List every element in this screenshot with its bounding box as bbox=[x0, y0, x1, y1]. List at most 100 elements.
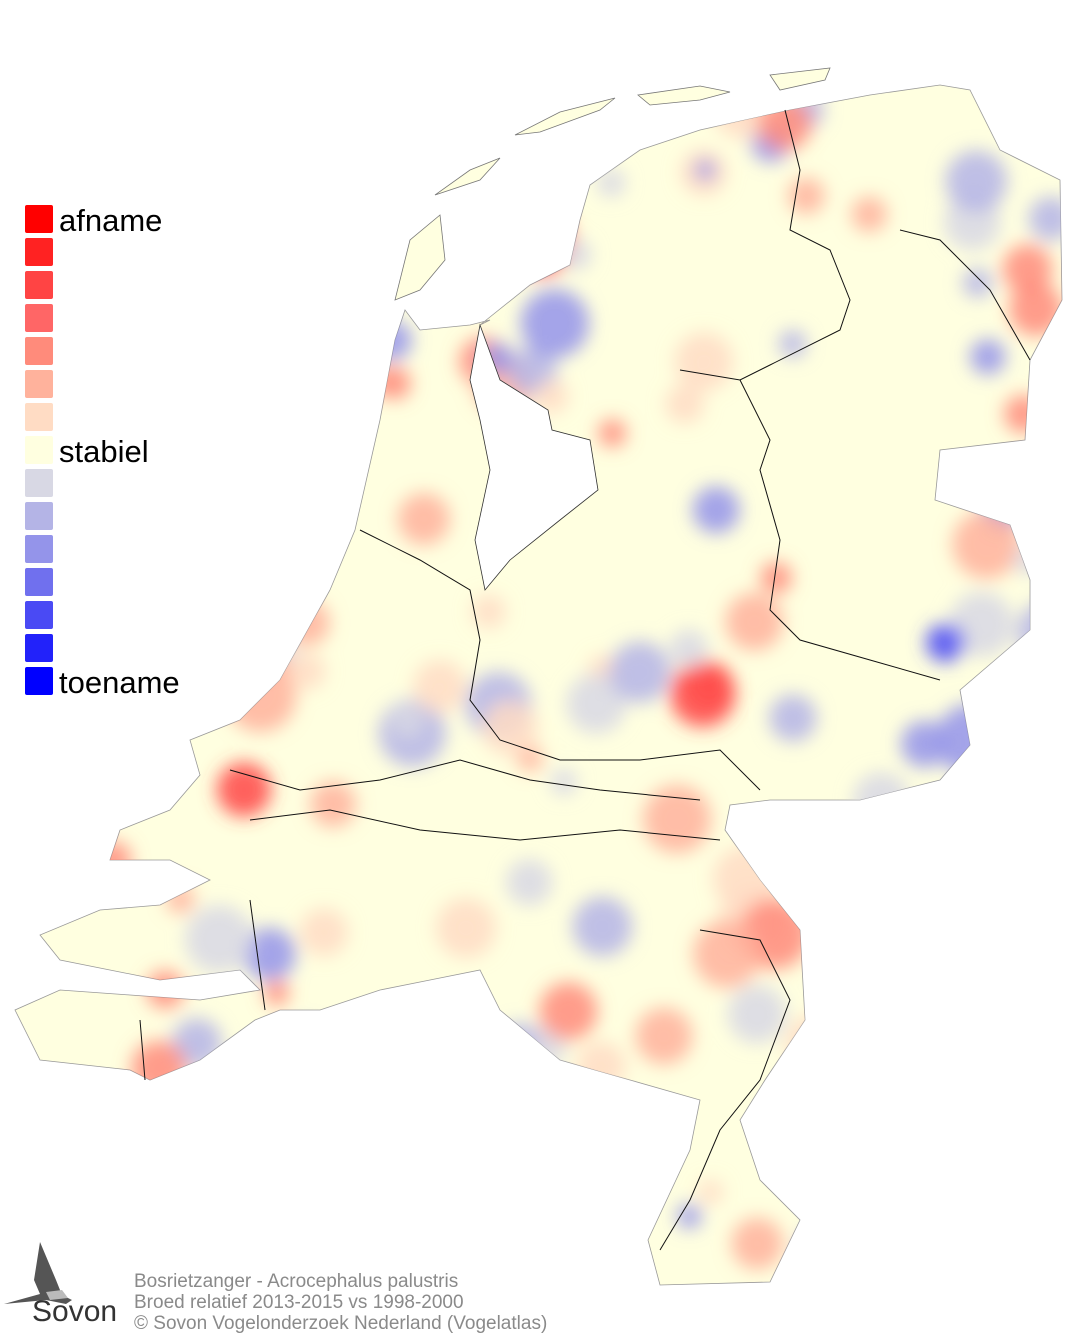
trend-blob bbox=[970, 982, 1012, 1024]
trend-blob bbox=[413, 660, 467, 713]
trend-blob bbox=[278, 232, 344, 298]
trend-blob bbox=[1035, 725, 1057, 748]
trend-blob bbox=[97, 598, 158, 659]
trend-blob bbox=[865, 1235, 899, 1269]
trend-blob bbox=[264, 980, 290, 1006]
trend-blob bbox=[258, 568, 294, 604]
island bbox=[769, 67, 831, 91]
trend-blob bbox=[216, 762, 272, 817]
legend-swatch bbox=[25, 403, 53, 431]
trend-blob bbox=[665, 384, 705, 424]
trend-blob bbox=[725, 592, 784, 651]
trend-blob bbox=[245, 1127, 291, 1173]
trend-blob bbox=[952, 815, 1023, 887]
trend-blob bbox=[698, 1179, 724, 1205]
trend-blob bbox=[18, 92, 51, 125]
trend-blob bbox=[951, 977, 980, 1006]
trend-blob bbox=[230, 264, 286, 320]
trend-blob bbox=[676, 1204, 702, 1229]
legend-swatch bbox=[25, 535, 53, 563]
trend-blob bbox=[374, 1218, 414, 1259]
trend-blob bbox=[695, 159, 716, 181]
trend-blob bbox=[795, 856, 823, 884]
border-line bbox=[679, 109, 851, 381]
trend-blob bbox=[131, 1040, 187, 1096]
ijsselmeer bbox=[469, 323, 599, 591]
trend-blob bbox=[954, 1091, 1014, 1151]
trend-blob bbox=[107, 471, 166, 530]
trend-blob bbox=[853, 772, 910, 829]
trend-blob bbox=[769, 694, 817, 742]
trend-blob bbox=[643, 785, 712, 854]
trend-blob bbox=[32, 712, 68, 747]
trend-blob bbox=[901, 1043, 927, 1069]
legend-label-afname: afname bbox=[59, 203, 163, 238]
trend-blob bbox=[539, 982, 598, 1041]
island bbox=[514, 97, 616, 136]
trend-blob bbox=[243, 927, 297, 981]
trend-blob bbox=[259, 513, 293, 547]
trend-blob bbox=[995, 85, 1035, 108]
trend-blob bbox=[1019, 1253, 1054, 1285]
trend-blob bbox=[190, 1084, 225, 1119]
trend-blob bbox=[430, 85, 494, 140]
trend-blob bbox=[609, 641, 671, 703]
trend-blob bbox=[952, 510, 1021, 579]
trend-blob bbox=[506, 859, 553, 906]
trend-blob bbox=[561, 1084, 595, 1118]
trend-blob bbox=[109, 1121, 142, 1154]
border-line bbox=[659, 929, 791, 1251]
trend-blob bbox=[368, 1189, 392, 1214]
border-line bbox=[249, 899, 266, 1011]
trend-blob bbox=[110, 582, 181, 653]
trend-blob bbox=[860, 956, 917, 1012]
legend-swatch bbox=[25, 568, 53, 596]
caption-copyright: © Sovon Vogelonderzoek Nederland (Vogela… bbox=[134, 1313, 548, 1334]
legend-swatch bbox=[25, 667, 53, 695]
trend-blob bbox=[828, 1147, 862, 1182]
trend-blob bbox=[482, 700, 538, 756]
trend-blob bbox=[572, 896, 633, 957]
trend-blob bbox=[571, 1137, 605, 1171]
trend-blob bbox=[949, 591, 1014, 657]
trend-blob bbox=[287, 652, 326, 690]
trend-blob bbox=[518, 1139, 590, 1210]
trend-blob bbox=[962, 268, 993, 298]
trend-blob bbox=[674, 332, 734, 391]
trend-blob bbox=[1028, 196, 1062, 241]
caption-species: Bosrietzanger - Acrocephalus palustris bbox=[134, 1271, 459, 1292]
trend-blob bbox=[283, 599, 330, 646]
trend-blob bbox=[48, 168, 70, 190]
trend-blob bbox=[785, 1015, 842, 1072]
trend-blob bbox=[260, 85, 325, 135]
trend-blob bbox=[272, 1023, 336, 1086]
legend-swatch bbox=[25, 634, 53, 662]
sovon-logo-text: Sovon bbox=[32, 1295, 118, 1328]
trend-blob bbox=[925, 623, 965, 663]
island bbox=[434, 157, 501, 196]
trend-blob bbox=[165, 884, 195, 914]
legend-swatch bbox=[25, 238, 53, 266]
trend-blob bbox=[73, 287, 110, 324]
trend-blob bbox=[669, 629, 709, 669]
sovon-swallow-logo bbox=[4, 1242, 72, 1304]
trend-blob bbox=[23, 87, 95, 159]
trend-blob bbox=[35, 803, 63, 831]
trend-blob bbox=[76, 1118, 128, 1169]
legend-label-toename: toename bbox=[59, 665, 180, 700]
trend-blob bbox=[259, 1204, 288, 1233]
trend-blob bbox=[499, 1022, 539, 1062]
trend-blob bbox=[851, 196, 888, 233]
trend-blob bbox=[550, 768, 578, 796]
trend-blob bbox=[534, 379, 569, 414]
trend-blob bbox=[1010, 1039, 1062, 1092]
trend-blob bbox=[130, 513, 193, 575]
trend-blob bbox=[989, 85, 1027, 101]
island bbox=[394, 214, 446, 301]
trend-blob bbox=[80, 262, 106, 288]
trend-blob bbox=[1013, 949, 1062, 1017]
trend-blob bbox=[160, 280, 191, 311]
trend-blob bbox=[146, 970, 185, 1009]
trend-blob bbox=[471, 594, 506, 629]
